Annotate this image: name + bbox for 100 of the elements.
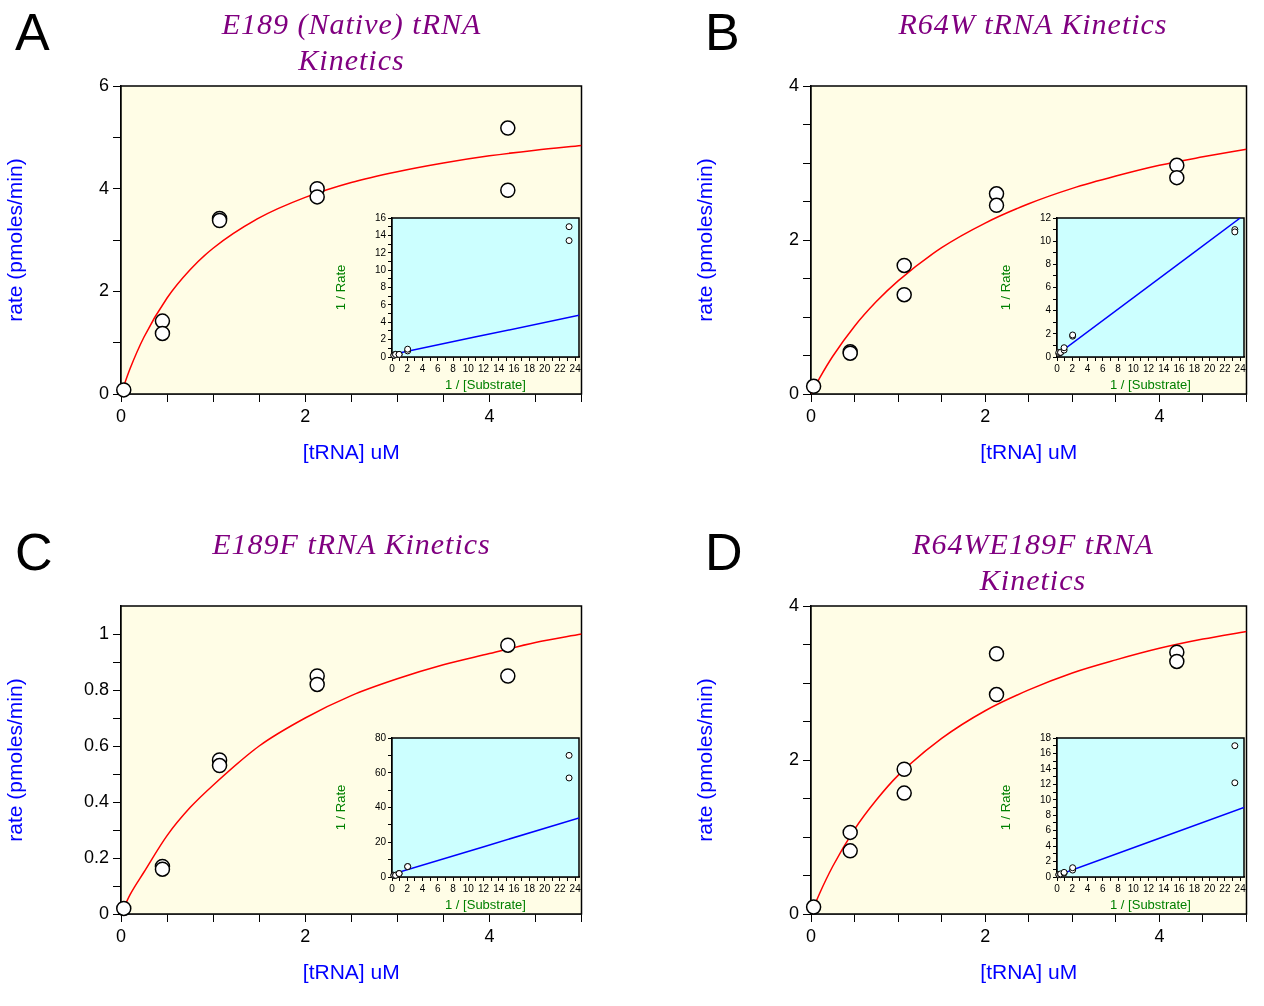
y-tick-label: 10: [1039, 793, 1052, 805]
y-tick-label: 4: [380, 316, 387, 327]
x-axis-title: 1 / [Substrate]: [1110, 376, 1191, 392]
x-tick-label: 22: [1219, 362, 1231, 374]
y-tick-label: 0: [98, 902, 109, 923]
y-tick-label: 4: [788, 594, 799, 615]
x-tick-label: 20: [539, 882, 551, 894]
x-tick-label: 22: [1219, 882, 1231, 894]
y-tick-label: 6: [380, 298, 387, 310]
chart-title: R64WE189F tRNA Kinetics: [911, 526, 1155, 598]
x-tick-label: 22: [554, 882, 566, 894]
x-tick-label: 4: [419, 362, 426, 374]
y-axis-title: rate (pmoles/min): [3, 678, 27, 842]
x-tick-label: 0: [389, 362, 396, 374]
y-tick-label: 1: [98, 622, 109, 643]
y-tick-label: 10: [374, 263, 387, 275]
x-tick-label: 14: [493, 882, 505, 894]
x-tick-label: 4: [484, 925, 495, 946]
chart-title: R64W tRNA Kinetics: [898, 6, 1168, 42]
y-tick-label: 12: [1039, 778, 1052, 790]
y-axis-title: 1 / Rate: [333, 784, 349, 831]
y-tick-label: 0.4: [83, 790, 109, 811]
x-tick-label: 12: [478, 882, 490, 894]
x-tick-label: 0: [115, 925, 127, 946]
text: D: [705, 523, 743, 581]
x-axis-title: 1 / [Substrate]: [1110, 896, 1191, 912]
y-tick-label: 16: [1039, 747, 1052, 759]
x-tick-label: 4: [1154, 925, 1165, 946]
x-tick-label: 2: [404, 362, 411, 374]
x-tick-label: 24: [1234, 362, 1247, 374]
y-tick-label: 12: [1039, 211, 1052, 223]
y-tick-label: 6: [98, 74, 109, 95]
y-tick-label: 8: [1045, 808, 1052, 820]
x-tick-label: 16: [508, 362, 521, 374]
x-tick-label: 6: [1100, 362, 1107, 374]
x-axis-title: [tRNA] uM: [302, 440, 400, 464]
chart-title: E189 (Native) tRNA Kinetics: [220, 6, 483, 78]
y-tick-label: 0.2: [83, 846, 109, 867]
y-tick-label: 80: [374, 731, 387, 743]
x-tick-label: 2: [1069, 882, 1076, 894]
x-tick-label: 24: [569, 362, 582, 374]
x-tick-label: 4: [419, 882, 426, 894]
y-tick-label: 18: [1039, 731, 1052, 743]
y-tick-label: 2: [788, 228, 799, 249]
y-tick-label: 0: [380, 870, 387, 882]
x-tick-label: 10: [462, 882, 475, 894]
x-tick-label: 10: [462, 362, 475, 374]
x-tick-label: 2: [300, 925, 311, 946]
y-tick-label: 8: [1045, 258, 1052, 270]
x-tick-label: 14: [493, 362, 505, 374]
y-tick-label: 12: [374, 246, 387, 258]
x-tick-label: 12: [478, 362, 490, 374]
y-tick-label: 14: [374, 229, 387, 241]
y-axis-title: 1 / Rate: [998, 264, 1014, 311]
x-axis-title: 1 / [Substrate]: [445, 376, 526, 392]
text: B: [705, 3, 740, 61]
y-axis-title: 1 / Rate: [998, 784, 1014, 831]
x-tick-label: 0: [115, 405, 127, 426]
x-tick-label: 20: [1204, 882, 1216, 894]
x-tick-label: 14: [1158, 882, 1170, 894]
x-tick-label: 4: [1084, 882, 1091, 894]
x-tick-label: 16: [508, 882, 521, 894]
y-tick-label: 2: [98, 280, 109, 301]
text: A: [15, 3, 50, 61]
y-tick-label: 2: [1045, 855, 1052, 867]
y-tick-label: 0: [788, 902, 799, 923]
y-tick-label: 0: [1045, 350, 1052, 362]
x-tick-label: 10: [1127, 362, 1140, 374]
x-tick-label: 2: [1069, 362, 1076, 374]
x-tick-label: 18: [1188, 882, 1201, 894]
x-tick-label: 8: [1115, 882, 1122, 894]
x-tick-label: 4: [1154, 405, 1165, 426]
x-tick-label: 0: [389, 882, 396, 894]
y-tick-label: 10: [1039, 234, 1052, 246]
x-tick-label: 18: [1188, 362, 1201, 374]
y-tick-label: 0: [380, 350, 387, 362]
x-tick-label: 0: [805, 925, 817, 946]
y-tick-label: 6: [1045, 824, 1052, 836]
y-axis-title: rate (pmoles/min): [693, 678, 717, 842]
y-tick-label: 0: [788, 382, 799, 403]
y-tick-label: 20: [374, 836, 387, 847]
x-tick-label: 24: [569, 882, 582, 894]
x-tick-label: 2: [300, 405, 311, 426]
x-tick-label: 8: [450, 362, 457, 374]
x-tick-label: 8: [450, 882, 457, 894]
x-tick-label: 6: [435, 882, 442, 894]
y-axis-title: 1 / Rate: [333, 264, 349, 311]
x-tick-label: 2: [980, 925, 991, 946]
y-tick-label: 0.8: [83, 678, 109, 699]
x-tick-label: 14: [1158, 362, 1170, 374]
x-tick-label: 10: [1127, 882, 1140, 894]
y-tick-label: 8: [380, 281, 387, 293]
y-axis-title: rate (pmoles/min): [693, 158, 717, 322]
x-tick-label: 18: [523, 882, 536, 894]
y-tick-label: 6: [1045, 281, 1052, 293]
y-tick-label: 2: [1045, 327, 1052, 339]
y-tick-label: 2: [380, 333, 387, 345]
y-tick-label: 0: [1045, 870, 1052, 882]
text: C: [15, 523, 53, 581]
x-tick-label: 18: [523, 362, 536, 374]
